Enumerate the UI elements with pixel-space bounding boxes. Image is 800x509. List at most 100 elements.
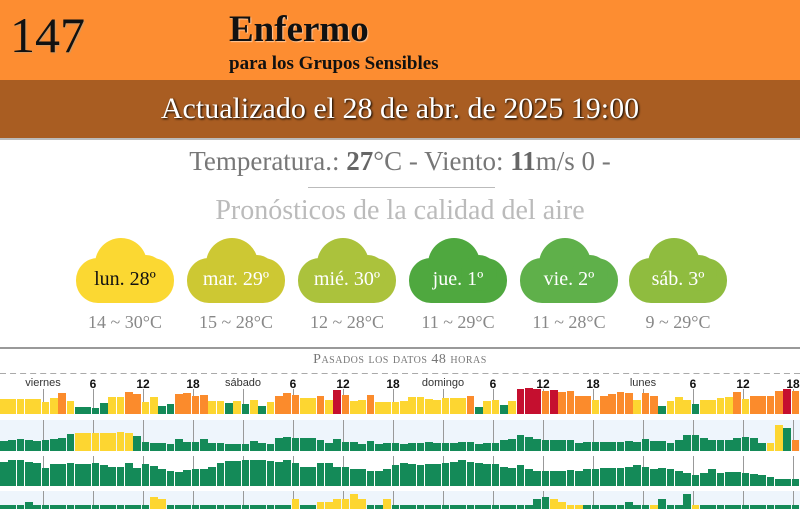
history-bar[interactable]: [533, 470, 542, 486]
history-bar[interactable]: [441, 504, 450, 509]
history-bar[interactable]: [325, 463, 333, 486]
history-bar[interactable]: [525, 436, 533, 451]
history-bar[interactable]: [533, 499, 542, 509]
history-bar[interactable]: [641, 504, 650, 509]
history-bar[interactable]: [25, 440, 33, 451]
history-bar[interactable]: [350, 469, 358, 486]
history-bar[interactable]: [575, 442, 583, 451]
history-bar[interactable]: [508, 504, 517, 509]
history-bar[interactable]: [100, 465, 108, 486]
history-bar[interactable]: [41, 504, 50, 509]
history-bar[interactable]: [725, 440, 733, 451]
history-bar[interactable]: [425, 399, 433, 414]
history-bar[interactable]: [600, 396, 608, 414]
history-bar[interactable]: [575, 504, 583, 509]
history-bar[interactable]: [133, 504, 142, 509]
history-bar[interactable]: [383, 499, 392, 509]
history-bar[interactable]: [125, 392, 133, 414]
history-bar[interactable]: [366, 394, 375, 414]
history-bar[interactable]: [725, 471, 733, 486]
history-bar[interactable]: [208, 504, 217, 509]
history-bar[interactable]: [141, 441, 150, 451]
history-bar[interactable]: [50, 438, 58, 451]
history-bar[interactable]: [125, 433, 133, 451]
history-bar[interactable]: [83, 406, 92, 414]
history-bar[interactable]: [441, 398, 450, 414]
history-bar[interactable]: [666, 469, 675, 486]
history-bar[interactable]: [608, 441, 617, 451]
history-bar[interactable]: [433, 504, 442, 509]
history-bar[interactable]: [450, 442, 458, 451]
history-bar[interactable]: [400, 504, 408, 509]
history-bar[interactable]: [541, 440, 550, 451]
history-bar[interactable]: [691, 404, 700, 414]
history-bar[interactable]: [791, 479, 800, 486]
history-bar[interactable]: [375, 402, 383, 414]
history-bar[interactable]: [650, 504, 658, 509]
history-bar[interactable]: [566, 470, 575, 486]
history-bar[interactable]: [550, 499, 558, 509]
history-bar[interactable]: [408, 397, 417, 414]
history-bar[interactable]: [0, 462, 8, 486]
history-bar[interactable]: [458, 442, 467, 451]
history-bar[interactable]: [700, 472, 708, 486]
history-bar[interactable]: [600, 467, 608, 486]
history-bar[interactable]: [275, 461, 283, 486]
history-bar[interactable]: [541, 470, 550, 486]
history-bar[interactable]: [716, 472, 725, 486]
history-bar[interactable]: [241, 443, 250, 451]
history-bar[interactable]: [683, 494, 692, 509]
history-bar[interactable]: [741, 399, 750, 414]
history-bar[interactable]: [758, 504, 767, 509]
history-bar[interactable]: [16, 504, 25, 509]
history-bar[interactable]: [616, 504, 625, 509]
history-bar[interactable]: [558, 502, 567, 509]
history-bar[interactable]: [250, 460, 258, 486]
history-bar[interactable]: [683, 435, 692, 451]
history-bar[interactable]: [316, 502, 325, 509]
history-bar[interactable]: [275, 395, 283, 414]
history-bar[interactable]: [100, 403, 108, 414]
history-bar[interactable]: [333, 390, 342, 414]
history-bar[interactable]: [216, 442, 225, 451]
history-bar[interactable]: [533, 438, 542, 451]
history-bar[interactable]: [133, 394, 142, 414]
history-bar[interactable]: [50, 504, 58, 509]
history-bar[interactable]: [616, 468, 625, 486]
history-bar[interactable]: [150, 465, 158, 486]
history-bar[interactable]: [158, 469, 167, 486]
history-bar[interactable]: [691, 504, 700, 509]
history-bar[interactable]: [350, 401, 358, 414]
history-bar[interactable]: [383, 442, 392, 451]
history-bar[interactable]: [491, 504, 500, 509]
history-bar[interactable]: [458, 460, 467, 486]
history-bar[interactable]: [216, 401, 225, 414]
history-bar[interactable]: [166, 470, 175, 486]
history-bar[interactable]: [583, 395, 592, 414]
history-bar[interactable]: [433, 399, 442, 414]
history-bar[interactable]: [733, 391, 742, 414]
history-bar[interactable]: [675, 470, 683, 486]
history-bar[interactable]: [108, 397, 117, 414]
history-bar[interactable]: [450, 504, 458, 509]
history-bar[interactable]: [183, 441, 192, 451]
history-bar[interactable]: [441, 462, 450, 486]
history-bar[interactable]: [408, 504, 417, 509]
history-bar[interactable]: [550, 440, 558, 451]
history-bar[interactable]: [458, 398, 467, 414]
history-bar[interactable]: [200, 504, 208, 509]
history-bar[interactable]: [558, 391, 567, 414]
history-bar[interactable]: [425, 464, 433, 486]
history-bar[interactable]: [583, 469, 592, 486]
history-bar[interactable]: [525, 504, 533, 509]
history-bar[interactable]: [275, 504, 283, 509]
history-bar[interactable]: [758, 442, 767, 451]
history-bar[interactable]: [775, 479, 783, 486]
history-bar[interactable]: [258, 460, 267, 486]
history-bar[interactable]: [466, 442, 475, 451]
history-bar[interactable]: [66, 463, 75, 486]
history-bar[interactable]: [291, 499, 300, 509]
history-bar[interactable]: [666, 442, 675, 451]
forecast-day[interactable]: mié. 30º 12 ~ 28°C: [298, 237, 396, 337]
history-bar[interactable]: [358, 469, 367, 486]
